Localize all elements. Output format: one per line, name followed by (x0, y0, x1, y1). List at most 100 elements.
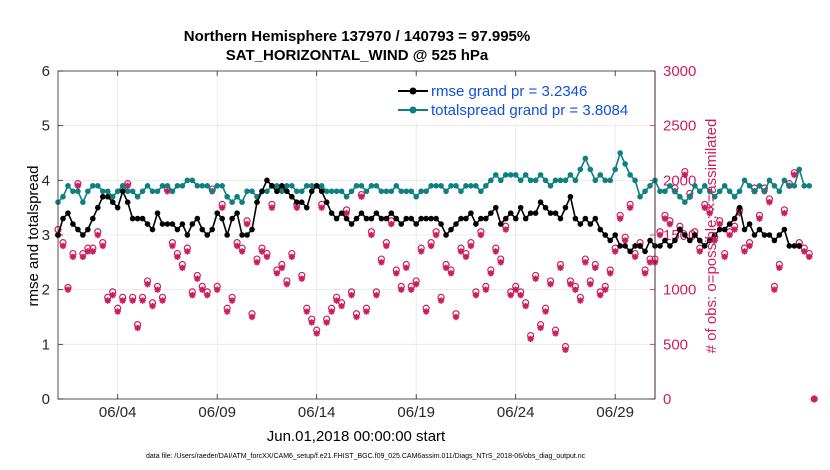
obs-assimilated-point (527, 335, 534, 343)
rmse-point (219, 215, 225, 222)
rmse-point (776, 232, 783, 238)
rmse-point (463, 215, 469, 222)
obs-assimilated-point (626, 204, 634, 211)
totalspread-point (592, 177, 599, 184)
obs-assimilated-point (104, 297, 111, 304)
totalspread-point (418, 188, 424, 195)
obs-assimilated-point (666, 220, 674, 228)
totalspread-point (298, 188, 305, 195)
totalspread-point (567, 172, 574, 178)
legend-rmse-marker (409, 87, 417, 95)
obs-assimilated-point (577, 297, 584, 304)
rmse-point (264, 177, 270, 184)
totalspread-point (488, 177, 494, 184)
obs-assimilated-point (194, 275, 201, 282)
rmse-point (552, 210, 559, 216)
rmse-point (542, 204, 549, 211)
totalspread-point (244, 188, 250, 195)
rmse-point (95, 204, 101, 211)
x-axis-label: Jun.01,2018 00:00:00 start (267, 428, 446, 445)
obs-assimilated-point (701, 204, 708, 211)
totalspread-point (776, 188, 783, 195)
obs-assimilated-point (432, 231, 440, 239)
totalspread-point (388, 188, 395, 195)
totalspread-point (597, 172, 604, 178)
rmse-point (438, 221, 444, 227)
totalspread-point (279, 188, 285, 195)
rmse-point (478, 215, 484, 222)
rmse-point (448, 226, 454, 233)
x-tick-label: 06/29 (596, 404, 634, 421)
rmse-point (239, 232, 245, 238)
rmse-point (751, 232, 758, 238)
obs-assimilated-point (681, 171, 689, 179)
obs-assimilated-point (94, 231, 101, 239)
rmse-point (701, 243, 708, 249)
totalspread-point (294, 188, 300, 195)
obs-assimilated-point (597, 291, 604, 299)
totalspread-point (682, 199, 688, 205)
totalspread-point (284, 183, 290, 189)
rmse-point (692, 232, 698, 238)
series-group (54, 150, 818, 403)
obs-assimilated-point (567, 281, 574, 288)
obs-assimilated-point (398, 286, 405, 293)
rmse-point (154, 210, 161, 216)
totalspread-point (274, 183, 280, 189)
obs-assimilated-point (323, 319, 330, 326)
totalspread-point (139, 188, 146, 195)
rmse-point (284, 188, 290, 195)
obs-assimilated-point (462, 253, 470, 261)
rmse-point (298, 199, 305, 205)
obs-assimilated-point (114, 308, 121, 315)
obs-assimilated-point (552, 330, 559, 337)
rmse-point (592, 215, 599, 222)
rmse-point (493, 204, 499, 211)
obs-assimilated-point (442, 264, 450, 271)
totalspread-point (80, 199, 86, 205)
obs-assimilated-point (89, 248, 97, 255)
totalspread-point (726, 188, 733, 195)
totalspread-point (463, 183, 469, 189)
rmse-point (547, 210, 554, 216)
totalspread-point (647, 183, 653, 189)
rmse-point (741, 226, 748, 233)
rmse-point (109, 199, 116, 205)
totalspread-point (204, 183, 211, 189)
rmse-point (657, 243, 663, 249)
obs-assimilated-point (69, 253, 77, 261)
obs-assimilated-point (258, 248, 266, 255)
totalspread-point (667, 183, 673, 189)
totalspread-point (756, 183, 763, 189)
rmse-point (726, 221, 733, 227)
rmse-point (99, 193, 106, 200)
rmse-point (303, 204, 310, 211)
totalspread-point (448, 183, 454, 189)
obs-assimilated-point (288, 253, 296, 261)
obs-assimilated-point (169, 242, 176, 250)
rmse-point (75, 226, 81, 233)
totalspread-point (781, 177, 788, 184)
totalspread-point (338, 188, 345, 195)
totalspread-point (169, 188, 176, 195)
totalspread-point (627, 172, 633, 178)
rmse-point (249, 226, 255, 233)
totalspread-point (771, 183, 778, 189)
rmse-point (468, 210, 474, 216)
rmse-point (512, 215, 519, 222)
rmse-point (199, 226, 206, 233)
totalspread-point (473, 183, 479, 189)
rmse-point (124, 199, 131, 205)
rmse-point (164, 221, 171, 227)
totalspread-point (692, 183, 698, 189)
y-tick-label: 5 (42, 118, 50, 135)
totalspread-point (483, 183, 489, 189)
rmse-point (766, 232, 773, 238)
obs-assimilated-point (164, 188, 171, 195)
obs-assimilated-point (64, 286, 72, 293)
totalspread-point (368, 183, 375, 189)
rmse-point (642, 248, 648, 255)
rmse-point (507, 210, 514, 216)
rmse-point (711, 232, 718, 238)
totalspread-point (333, 188, 340, 195)
